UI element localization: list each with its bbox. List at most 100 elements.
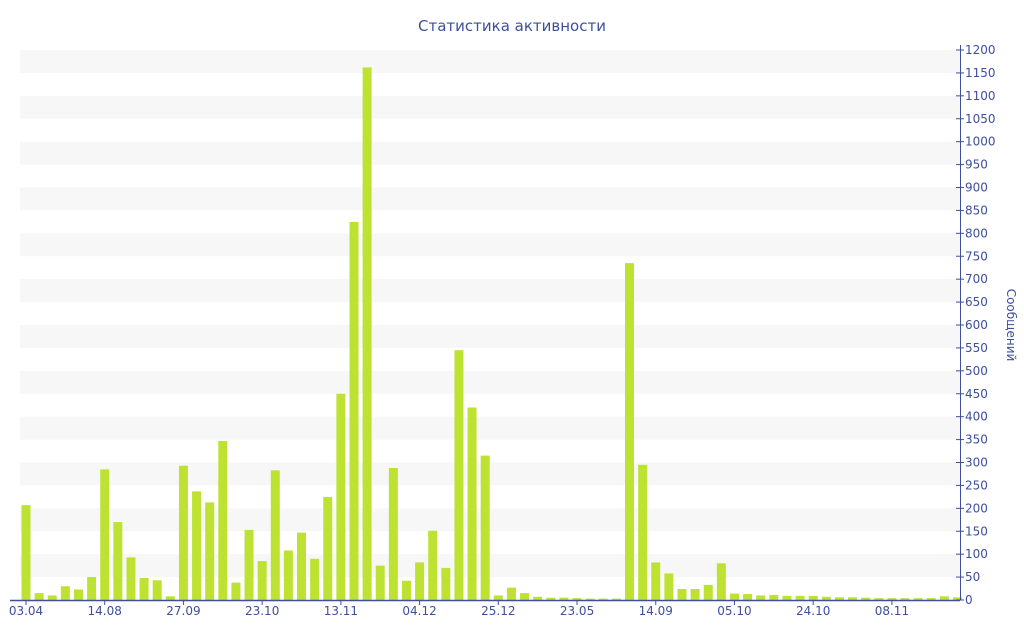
bar — [139, 578, 149, 600]
bar — [100, 469, 110, 600]
bar — [34, 593, 44, 600]
bar — [47, 595, 57, 600]
bar — [178, 465, 188, 600]
y-tick-label: 500 — [965, 364, 988, 378]
bar — [651, 562, 661, 600]
bar — [257, 561, 267, 600]
bar — [834, 597, 844, 600]
bar — [795, 595, 805, 600]
y-tick-label: 0 — [965, 593, 973, 607]
bar — [205, 502, 215, 600]
x-tick-label: 23.05 — [560, 604, 594, 618]
bar — [270, 470, 280, 600]
grid-band — [20, 187, 960, 211]
bar — [152, 580, 162, 600]
bar — [533, 596, 543, 600]
bar — [506, 587, 516, 600]
bar — [900, 598, 910, 600]
bar — [782, 595, 792, 600]
bar — [297, 532, 307, 600]
bar — [401, 580, 411, 600]
y-tick-label: 200 — [965, 501, 988, 515]
bar — [729, 593, 739, 600]
grid-bands — [20, 50, 960, 578]
bar — [585, 598, 595, 600]
bar — [441, 567, 451, 600]
x-tick-label: 13.11 — [324, 604, 358, 618]
bar — [362, 67, 372, 600]
y-tick-label: 300 — [965, 456, 988, 470]
bar — [454, 350, 464, 600]
bar — [546, 597, 556, 600]
bar — [231, 582, 241, 600]
grid-band — [20, 279, 960, 303]
y-axis: 0 50 100 150 200 250 300 350 400 450 500 550 600 650 7… — [956, 43, 996, 607]
y-tick-label: 1200 — [965, 43, 996, 57]
bar — [690, 589, 700, 600]
y-tick-label: 450 — [965, 387, 988, 401]
bar — [716, 563, 726, 600]
y-tick-label: 350 — [965, 433, 988, 447]
bar — [887, 598, 897, 600]
bar — [638, 464, 648, 600]
bar — [375, 565, 385, 600]
bar — [60, 586, 70, 600]
grid-band — [20, 554, 960, 578]
x-tick-label: 23.10 — [245, 604, 279, 618]
y-tick-label: 1150 — [965, 66, 996, 80]
grid-band — [20, 462, 960, 486]
bar — [769, 594, 779, 600]
y-tick-label: 1050 — [965, 112, 996, 126]
bar — [861, 597, 871, 600]
y-tick-label: 700 — [965, 272, 988, 286]
x-tick-label: 27.09 — [166, 604, 200, 618]
y-tick-label: 600 — [965, 318, 988, 332]
bar — [874, 598, 884, 600]
x-tick-label: 25.12 — [481, 604, 515, 618]
y-tick-label: 50 — [965, 570, 980, 584]
bar — [520, 593, 530, 600]
bar — [244, 529, 254, 600]
bars — [21, 67, 962, 600]
grid-band — [20, 416, 960, 440]
bar — [611, 598, 621, 600]
y-tick-label: 250 — [965, 478, 988, 492]
x-tick-label: 24.10 — [796, 604, 830, 618]
bar — [598, 598, 608, 600]
bar — [87, 577, 97, 600]
bar — [21, 505, 31, 600]
bar — [165, 596, 175, 600]
grid-band — [20, 141, 960, 165]
bar — [415, 562, 425, 600]
grid-band — [20, 233, 960, 257]
y-tick-label: 1000 — [965, 135, 996, 149]
bar — [323, 496, 333, 600]
bar — [493, 595, 503, 600]
x-tick-label: 05.10 — [717, 604, 751, 618]
bar — [926, 598, 936, 600]
x-tick-label: 08.11 — [875, 604, 909, 618]
bar — [283, 550, 293, 600]
grid-band — [20, 370, 960, 394]
chart-title: Статистика активности — [418, 17, 606, 35]
bar — [73, 589, 83, 600]
grid-band — [20, 325, 960, 348]
grid-band — [20, 508, 960, 532]
y-tick-label: 800 — [965, 226, 988, 240]
bar — [572, 598, 582, 600]
bar — [821, 596, 831, 600]
bar — [467, 407, 477, 600]
bar — [913, 598, 923, 600]
bar — [113, 522, 123, 600]
bar — [559, 597, 569, 600]
bar — [625, 263, 635, 600]
y-tick-label: 150 — [965, 524, 988, 538]
bar — [848, 597, 858, 600]
bar — [480, 455, 490, 600]
bar — [953, 597, 962, 600]
bar — [743, 594, 753, 600]
y-tick-label: 950 — [965, 158, 988, 172]
bar — [349, 221, 359, 600]
bar — [310, 558, 320, 600]
